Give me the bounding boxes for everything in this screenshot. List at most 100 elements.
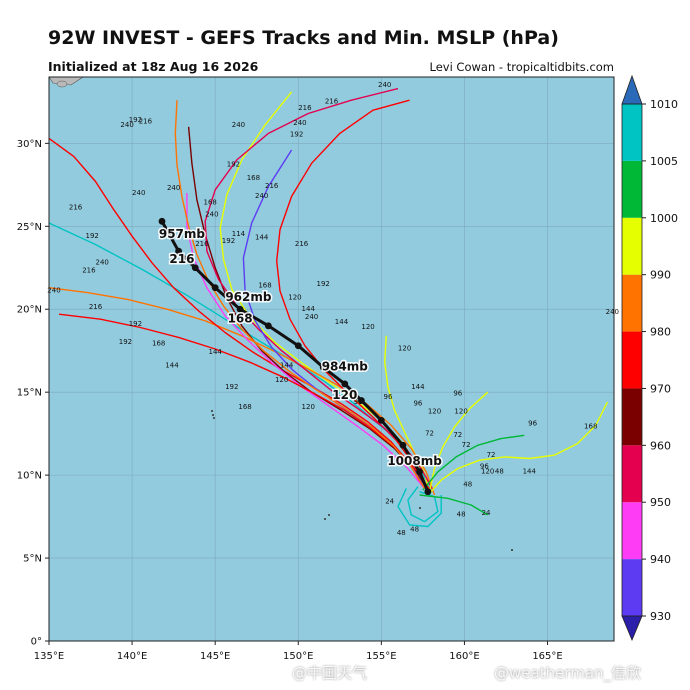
ocean-background [49, 77, 614, 641]
ensemble-track [397, 488, 442, 528]
ensemble-hour-label: 48 [397, 529, 406, 537]
lon-tick-label: 165°E [532, 651, 562, 662]
ensemble-hour-label: 120 [275, 376, 288, 384]
colorbar-band [622, 160, 642, 218]
ensemble-hour-label: 144 [208, 348, 222, 356]
lat-tick-label: 25°N [17, 222, 42, 233]
ensemble-hour-label: 240 [378, 81, 391, 89]
watermark-weatherman: @weatherman_信欣 [494, 664, 642, 682]
ensemble-hour-label: 96 [453, 389, 462, 397]
ensemble-hour-label: 96 [413, 399, 422, 407]
mean-track-point [236, 305, 244, 313]
ensemble-hour-label: 192 [129, 320, 142, 328]
colorbar-extend-high [621, 74, 643, 105]
ensemble-track [48, 287, 436, 496]
land-island [56, 80, 68, 88]
init-time: Initialized at 18z Aug 16 2026 [48, 59, 259, 74]
ensemble-hour-label: 240 [255, 192, 268, 200]
ensemble-hour-label: 48 [410, 526, 419, 534]
ensemble-hour-label: 216 [89, 303, 103, 311]
ensemble-track [427, 401, 609, 496]
land-masses [48, 76, 513, 551]
lon-tick-label: 160°E [449, 651, 479, 662]
ensemble-track [186, 193, 426, 489]
ensemble-hour-label: 192 [225, 383, 238, 391]
mean-track-point [424, 488, 432, 496]
ensemble-hour-label: 192 [222, 237, 235, 245]
ensemble-hour-label: 144 [335, 318, 349, 326]
colorbar-tick-label: 1010 [650, 98, 678, 111]
ensemble-hour-label: 240 [132, 189, 145, 197]
colorbar-band [622, 274, 642, 332]
ensemble-hour-label: 96 [384, 393, 393, 401]
ensemble-hour-label: 120 [454, 408, 467, 416]
ensemble-track [48, 137, 424, 488]
colorbar-tick-label: 950 [650, 496, 671, 509]
ensemble-hour-label: 192 [317, 280, 330, 288]
mean-track-point [211, 284, 219, 292]
ensemble-hour-label: 48 [457, 511, 466, 519]
mean-track-point [175, 247, 183, 255]
ensemble-hour-label: 96 [528, 419, 537, 427]
colorbar-tick-label: 1000 [650, 212, 678, 225]
ensemble-hour-label: 216 [69, 204, 83, 212]
mean-track-point [264, 322, 272, 330]
lat-tick-label: 5°N [23, 554, 42, 565]
mean-track-point [158, 217, 166, 225]
ensemble-track [419, 494, 489, 516]
ensemble-hour-label: 216 [139, 117, 153, 125]
mean-track-label: 168 [228, 312, 253, 326]
colorbar-tick-label: 1005 [650, 155, 678, 168]
mean-track-point [294, 342, 302, 350]
ensemble-hour-label: 144 [302, 305, 316, 313]
colorbar-band [622, 502, 642, 560]
colorbar-band [622, 217, 642, 275]
lon-tick-label: 150°E [283, 651, 313, 662]
colorbar-frame [621, 103, 643, 617]
land-islet [328, 514, 330, 516]
mean-track-point [319, 363, 327, 371]
mean-track-point [416, 468, 423, 476]
ensemble-hour-label: 192 [290, 131, 303, 139]
chart-title: 92W INVEST - GEFS Tracks and Min. MSLP (… [48, 27, 559, 49]
ensemble-hour-label: 120 [398, 345, 411, 353]
ensemble-hour-label: 240 [305, 313, 318, 321]
mean-track-label: 962mb [225, 290, 272, 304]
ensemble-hour-label: 96 [480, 462, 489, 470]
plot-frame [48, 76, 615, 642]
ensemble-hour-label: 72 [453, 431, 462, 439]
mean-track [158, 217, 432, 496]
colorbar-tick-label: 970 [650, 382, 671, 395]
mean-track-label: 216 [169, 252, 194, 266]
ensemble-hour-label: 216 [298, 104, 312, 112]
ensemble-hour-label: 120 [288, 293, 301, 301]
lon-tick-label: 155°E [366, 651, 396, 662]
ensemble-hour-label: 168 [247, 174, 260, 182]
colorbar-tick-label: 930 [650, 610, 671, 623]
ensemble-hour-label: 48 [495, 467, 504, 475]
colorbar-band [622, 388, 642, 446]
lat-tick-label: 10°N [17, 471, 42, 482]
ensemble-hour-label: 48 [463, 481, 472, 489]
ensemble-hour-label: 144 [280, 361, 294, 369]
watermark-cma: @中国天气 [292, 664, 368, 682]
ensemble-hour-label: 114 [232, 230, 246, 238]
ensemble-track [422, 434, 525, 491]
ensemble-hour-label: 168 [152, 340, 165, 348]
mean-track-label: 120 [332, 388, 357, 402]
land-islet [511, 549, 513, 551]
land-islet [419, 507, 421, 509]
grid-lines [48, 77, 614, 642]
lat-tick-label: 15°N [17, 388, 42, 399]
ensemble-hour-label: 168 [584, 423, 597, 431]
ensemble-hour-label: 240 [47, 287, 60, 295]
ensemble-hour-label: 120 [481, 467, 494, 475]
ensemble-hour-label: 240 [120, 121, 133, 129]
ensemble-track [384, 335, 431, 494]
ensemble-hour-label: 72 [462, 441, 471, 449]
colorbar-tick-label: 990 [650, 269, 671, 282]
mean-track-point [399, 441, 407, 449]
lon-tick-label: 135°E [34, 651, 64, 662]
ensemble-hour-label: 240 [167, 184, 180, 192]
